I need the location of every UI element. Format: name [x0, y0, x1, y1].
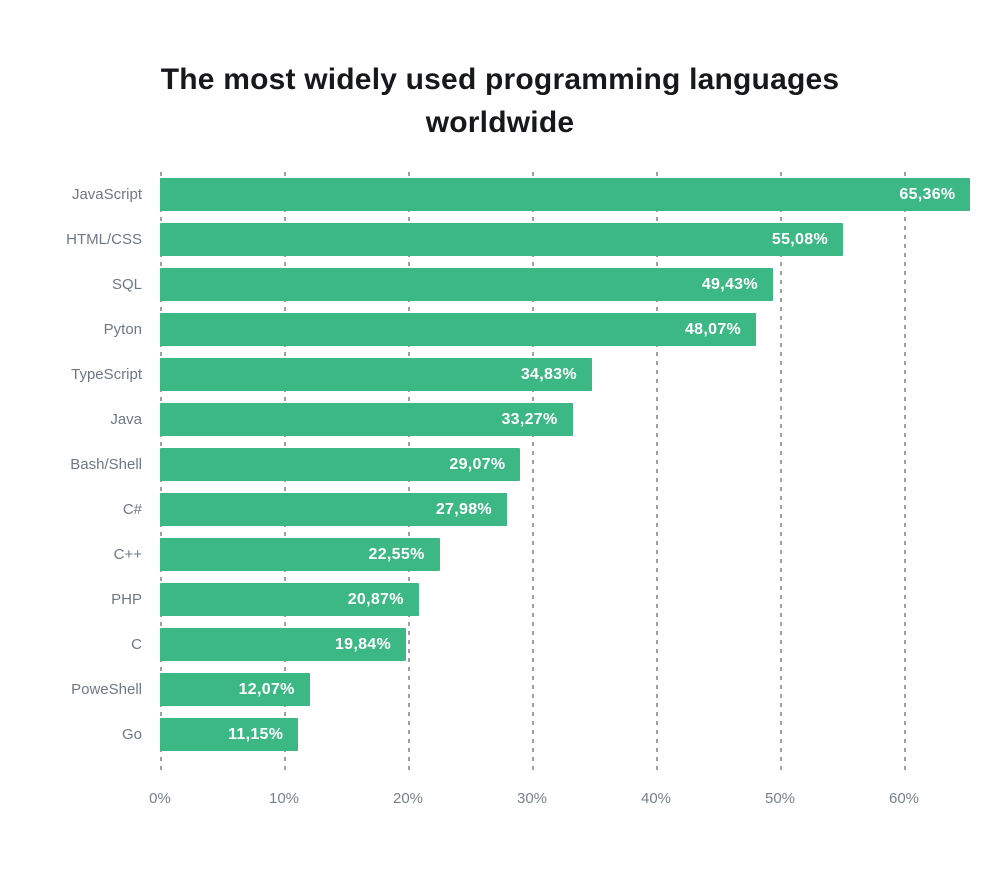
bar-row: PoweShell 12,07% [0, 667, 1000, 712]
bar-row: PHP 20,87% [0, 577, 1000, 622]
bar-row: C# 27,98% [0, 487, 1000, 532]
bar-track: 49,43% [160, 268, 1000, 301]
bar-row: C 19,84% [0, 622, 1000, 667]
gridline-30 [532, 172, 534, 772]
category-label: C++ [113, 546, 142, 563]
bar-track: 34,83% [160, 358, 1000, 391]
category-label: C [131, 636, 142, 653]
value-label: 20,87% [347, 590, 404, 608]
x-axis-tick-label: 40% [640, 790, 672, 807]
category-label: C# [122, 501, 142, 518]
value-label: 11,15% [228, 725, 284, 743]
gridline-40 [656, 172, 658, 772]
bar-track: 22,55% [160, 538, 1000, 571]
value-label: 33,27% [501, 410, 558, 428]
value-label: 55,08% [771, 230, 828, 248]
bar-row: Pyton 48,07% [0, 307, 1000, 352]
x-axis: 0% 10% 20% 30% 40% 50% 60% [149, 790, 982, 814]
value-label: 49,43% [701, 275, 758, 293]
bar-row: Java 33,27% [0, 397, 1000, 442]
category-label: Pyton [103, 321, 142, 338]
bar-row: JavaScript 65,36% [0, 172, 1000, 217]
bar-row: HTML/CSS 55,08% [0, 217, 1000, 262]
value-label: 22,55% [368, 545, 425, 563]
chart-title: The most widely used programming languag… [70, 0, 930, 144]
bar-track: 65,36% [160, 178, 1000, 211]
value-label: 19,84% [334, 635, 392, 653]
bar-row: Bash/Shell 29,07% [0, 442, 1000, 487]
value-label: 29,07% [449, 455, 506, 473]
value-label: 34,83% [520, 365, 577, 383]
bar: 20,87% [160, 583, 419, 616]
bar: 49,43% [160, 268, 773, 301]
bar-track: 12,07% [160, 673, 1000, 706]
category-label: Bash/Shell [70, 456, 142, 473]
category-label: Go [121, 726, 142, 743]
bar-track: 20,87% [160, 583, 1000, 616]
x-axis-tick-label: 10% [268, 790, 300, 807]
bar-rows: JavaScript 65,36% HTML/CSS 55,08% SQL 49,43% P… [0, 172, 1000, 757]
bar: 12,07% [160, 673, 310, 706]
category-label: PHP [111, 591, 142, 608]
chart-title-line-1: The most widely used programming languag… [160, 63, 840, 96]
gridline-50 [780, 172, 782, 772]
bar-row: C++ 22,55% [0, 532, 1000, 577]
bar: 11,15% [160, 718, 299, 751]
category-label: Java [110, 411, 142, 428]
bar-row: SQL 49,43% [0, 262, 1000, 307]
category-label: SQL [111, 276, 142, 293]
bar: 27,98% [160, 493, 507, 526]
value-label: 65,36% [899, 185, 956, 203]
value-label: 27,98% [435, 500, 492, 518]
bar: 29,07% [160, 448, 521, 481]
chart-title-line-2: worldwide [425, 106, 575, 139]
value-label: 12,07% [238, 680, 295, 698]
x-axis-tick-label: 50% [764, 790, 796, 807]
category-label: TypeScript [71, 366, 142, 383]
bar-row: TypeScript 34,83% [0, 352, 1000, 397]
bar: 34,83% [160, 358, 592, 391]
bar: 19,84% [160, 628, 407, 661]
category-label: HTML/CSS [66, 231, 142, 248]
bar-track: 55,08% [160, 223, 1000, 256]
x-axis-tick-label: 0% [149, 790, 171, 807]
x-axis-tick-label: 60% [888, 790, 920, 807]
bar: 48,07% [160, 313, 757, 346]
bar-track: 48,07% [160, 313, 1000, 346]
bar: 33,27% [160, 403, 573, 436]
bar-row: Go 11,15% [0, 712, 1000, 757]
bar: 65,36% [160, 178, 971, 211]
value-label: 48,07% [684, 320, 742, 338]
x-axis-tick-label: 20% [392, 790, 424, 807]
bar-track: 29,07% [160, 448, 1000, 481]
category-label: JavaScript [71, 186, 142, 203]
bar-track: 19,84% [160, 628, 1000, 661]
bar: 22,55% [160, 538, 440, 571]
gridline-60 [904, 172, 906, 772]
bar-track: 27,98% [160, 493, 1000, 526]
bar-track: 33,27% [160, 403, 1000, 436]
bar: 55,08% [160, 223, 843, 256]
x-axis-tick-label: 30% [516, 790, 548, 807]
bar-chart: JavaScript 65,36% HTML/CSS 55,08% SQL 49,43% P… [0, 172, 1000, 852]
category-label: PoweShell [71, 681, 142, 698]
bar-track: 11,15% [160, 718, 1000, 751]
